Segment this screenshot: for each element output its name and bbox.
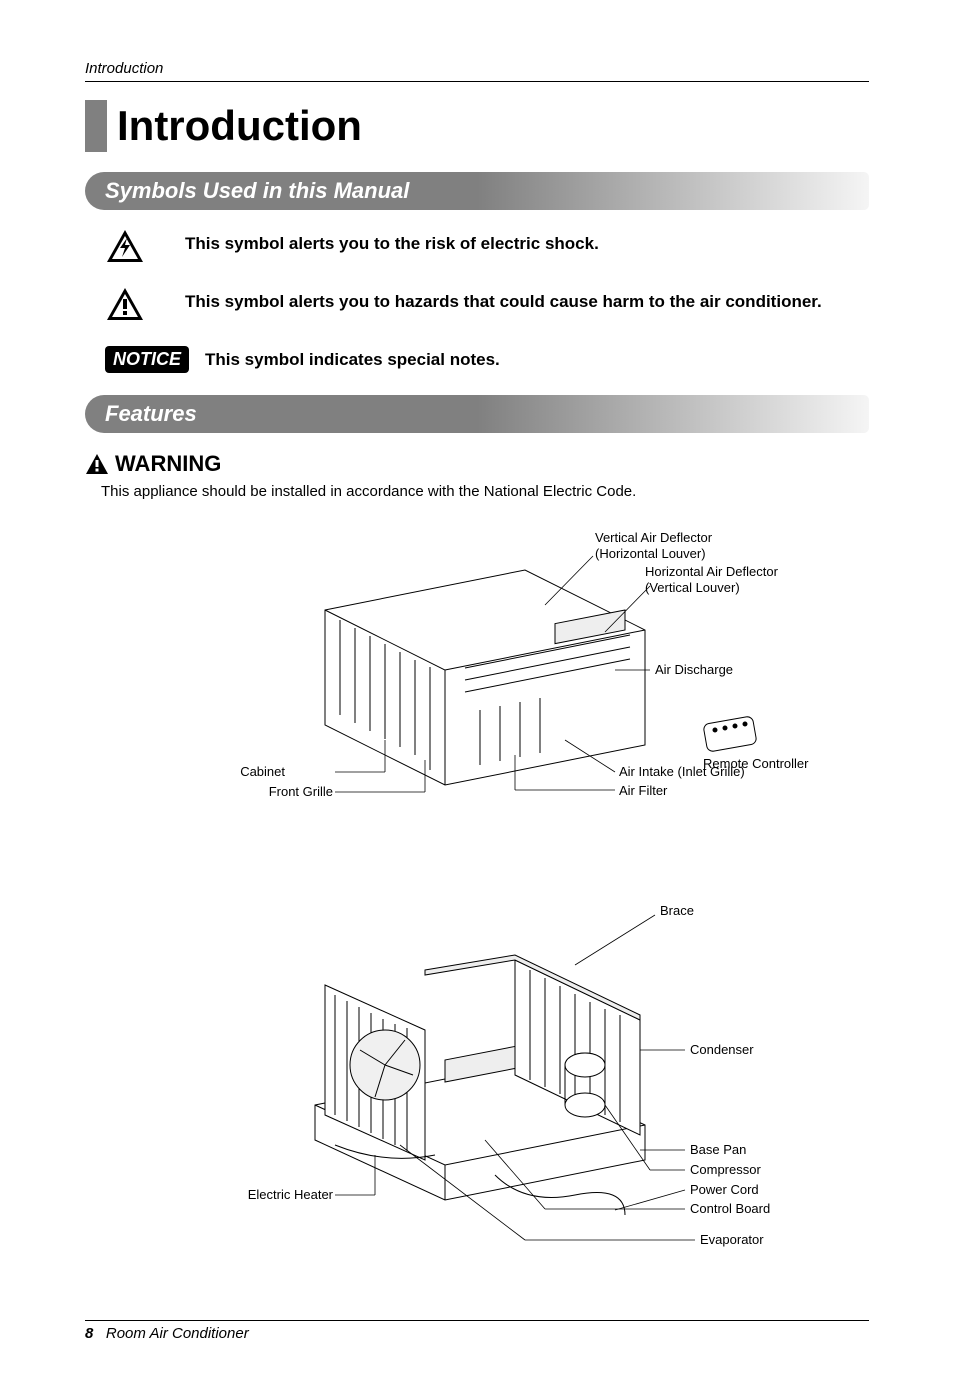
diagram-unit-internal: Brace Condenser Base Pan Compressor Powe…	[85, 875, 869, 1280]
svg-text:Front Grille: Front Grille	[269, 784, 333, 799]
header-label: Introduction	[85, 60, 869, 77]
warning-heading-text: WARNING	[115, 451, 221, 477]
warning-body: This appliance should be installed in ac…	[101, 483, 869, 500]
diagram-unit-front: Vertical Air Deflector (Horizontal Louve…	[85, 520, 869, 865]
svg-text:(Horizontal Louver): (Horizontal Louver)	[595, 546, 706, 561]
svg-text:Evaporator: Evaporator	[700, 1232, 764, 1247]
page-number: 8	[85, 1325, 93, 1342]
svg-text:Power Cord: Power Cord	[690, 1182, 759, 1197]
svg-text:Compressor: Compressor	[690, 1162, 761, 1177]
symbol-hazard-text: This symbol alerts you to hazards that c…	[185, 286, 869, 314]
svg-text:Cabinet: Cabinet	[240, 764, 285, 779]
svg-text:(Vertical Louver): (Vertical Louver)	[645, 580, 740, 595]
page-container: Introduction Introduction Symbols Used i…	[0, 0, 954, 1382]
footer: 8 Room Air Conditioner	[85, 1325, 869, 1342]
notice-label: NOTICE	[105, 346, 189, 373]
svg-text:Horizontal Air Deflector: Horizontal Air Deflector	[645, 564, 779, 579]
title-block	[85, 100, 107, 152]
section-features-heading: Features	[85, 395, 869, 433]
symbol-row-notice: NOTICE This symbol indicates special not…	[85, 344, 869, 373]
hazard-icon	[105, 286, 185, 322]
symbol-row-hazard: This symbol alerts you to hazards that c…	[85, 286, 869, 322]
footer-title: Room Air Conditioner	[106, 1325, 249, 1342]
section-symbols-heading: Symbols Used in this Manual	[85, 172, 869, 210]
warning-triangle-icon	[85, 453, 109, 475]
symbol-shock-text: This symbol alerts you to the risk of el…	[185, 228, 869, 256]
symbol-row-shock: This symbol alerts you to the risk of el…	[85, 228, 869, 264]
header-rule	[85, 81, 869, 82]
svg-text:Air Discharge: Air Discharge	[655, 662, 733, 677]
svg-text:Electric Heater: Electric Heater	[248, 1187, 334, 1202]
page-title: Introduction	[117, 100, 362, 152]
symbol-notice-text: This symbol indicates special notes.	[205, 344, 869, 372]
svg-text:Brace: Brace	[660, 903, 694, 918]
svg-text:Vertical Air Deflector: Vertical Air Deflector	[595, 530, 713, 545]
svg-text:Remote Controller: Remote Controller	[703, 756, 809, 771]
electric-shock-icon	[105, 228, 185, 264]
svg-text:Base Pan: Base Pan	[690, 1142, 746, 1157]
notice-icon: NOTICE	[105, 344, 205, 373]
svg-text:Condenser: Condenser	[690, 1042, 754, 1057]
svg-text:Air Filter: Air Filter	[619, 783, 668, 798]
title-bar: Introduction	[85, 100, 869, 152]
warning-heading: WARNING	[85, 451, 869, 477]
svg-text:Control Board: Control Board	[690, 1201, 770, 1216]
footer-rule	[85, 1320, 869, 1321]
